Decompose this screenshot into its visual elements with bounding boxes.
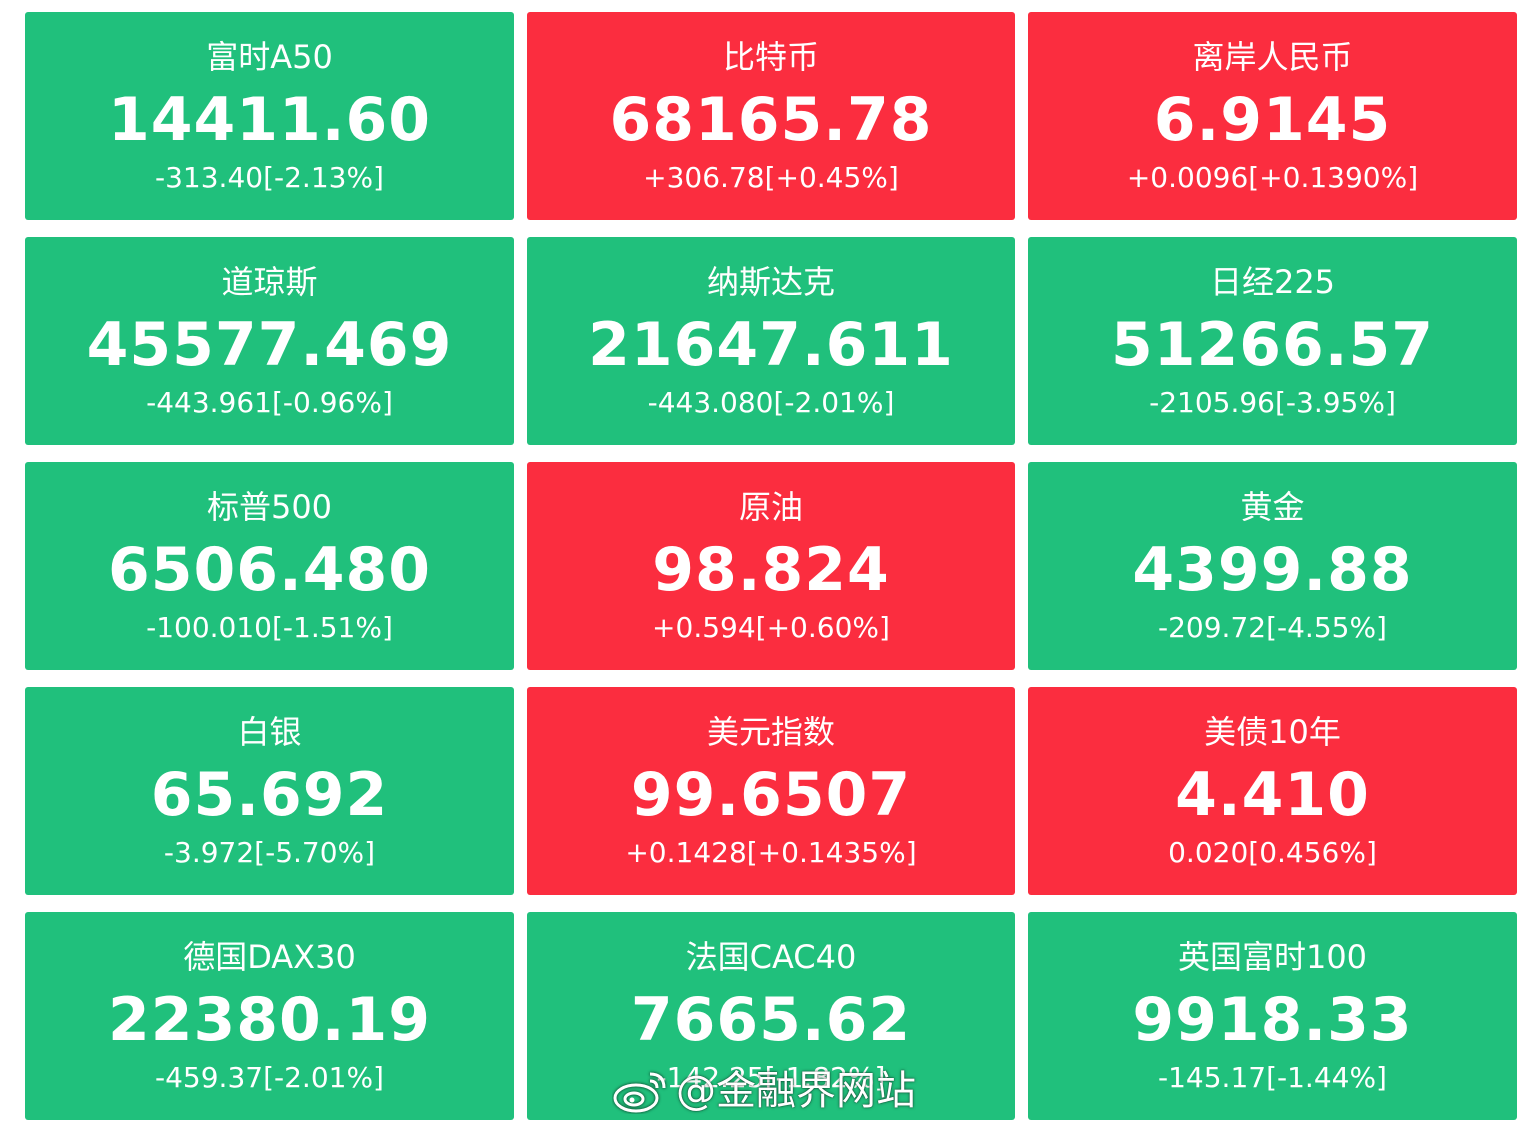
quote-name: 道琼斯 bbox=[221, 263, 318, 301]
quote-price: 6.9145 bbox=[1153, 85, 1392, 155]
quote-tile-offshore-cny[interactable]: 离岸人民币 6.9145 +0.0096[+0.1390%] bbox=[1028, 12, 1517, 220]
quote-name: 法国CAC40 bbox=[685, 938, 857, 976]
quote-name: 美元指数 bbox=[706, 713, 835, 751]
quote-name: 白银 bbox=[237, 713, 302, 751]
quote-change: -313.40[-2.13%] bbox=[155, 161, 384, 194]
quote-change: +306.78[+0.45%] bbox=[643, 161, 899, 194]
quote-price: 21647.611 bbox=[588, 310, 954, 380]
quote-tile-silver[interactable]: 白银 65.692 -3.972[-5.70%] bbox=[25, 687, 514, 895]
quote-tile-ftse-100[interactable]: 英国富时100 9918.33 -145.17[-1.44%] bbox=[1028, 912, 1517, 1120]
quote-tile-bitcoin[interactable]: 比特币 68165.78 +306.78[+0.45%] bbox=[527, 12, 1015, 220]
quote-tile-nikkei-225[interactable]: 日经225 51266.57 -2105.96[-3.95%] bbox=[1028, 237, 1517, 445]
watermark: @金融界网站 bbox=[612, 1063, 916, 1119]
watermark-text: @金融界网站 bbox=[676, 1068, 916, 1114]
quote-change: -3.972[-5.70%] bbox=[163, 836, 376, 869]
quote-price: 4.410 bbox=[1175, 760, 1370, 830]
quote-tile-dax30[interactable]: 德国DAX30 22380.19 -459.37[-2.01%] bbox=[25, 912, 514, 1120]
quote-change: -142.25[-1.82%] bbox=[656, 1061, 886, 1094]
quote-name: 比特币 bbox=[722, 38, 819, 76]
market-quotes-grid: 富时A50 14411.60 -313.40[-2.13%] 比特币 68165… bbox=[25, 12, 1517, 1120]
quote-tile-sp500[interactable]: 标普500 6506.480 -100.010[-1.51%] bbox=[25, 462, 514, 670]
quote-name: 富时A50 bbox=[206, 38, 333, 76]
quote-change: +0.1428[+0.1435%] bbox=[625, 836, 917, 869]
quote-name: 德国DAX30 bbox=[183, 938, 356, 976]
quote-tile-us-10y-treasury[interactable]: 美债10年 4.410 0.020[0.456%] bbox=[1028, 687, 1517, 895]
quote-name: 原油 bbox=[738, 488, 803, 526]
quote-name: 黄金 bbox=[1240, 488, 1305, 526]
quote-price: 68165.78 bbox=[609, 85, 933, 155]
quote-price: 4399.88 bbox=[1132, 535, 1413, 605]
quote-price: 6506.480 bbox=[107, 535, 432, 605]
quote-tile-dollar-index[interactable]: 美元指数 99.6507 +0.1428[+0.1435%] bbox=[527, 687, 1015, 895]
quote-tile-crude-oil[interactable]: 原油 98.824 +0.594[+0.60%] bbox=[527, 462, 1015, 670]
quote-price: 45577.469 bbox=[86, 310, 453, 380]
quote-name: 日经225 bbox=[1209, 263, 1336, 301]
quote-name: 美债10年 bbox=[1204, 713, 1341, 751]
quote-name: 离岸人民币 bbox=[1192, 38, 1353, 76]
quote-tile-gold[interactable]: 黄金 4399.88 -209.72[-4.55%] bbox=[1028, 462, 1517, 670]
quote-change: -459.37[-2.01%] bbox=[155, 1061, 384, 1094]
quote-change: -2105.96[-3.95%] bbox=[1149, 386, 1396, 419]
quote-change: +0.0096[+0.1390%] bbox=[1126, 161, 1419, 194]
quote-tile-cac40[interactable]: 法国CAC40 7665.62 -142.25[-1.82%] bbox=[527, 912, 1015, 1120]
quote-price: 7665.62 bbox=[630, 985, 912, 1055]
quote-tile-dow-jones[interactable]: 道琼斯 45577.469 -443.961[-0.96%] bbox=[25, 237, 514, 445]
quote-price: 51266.57 bbox=[1110, 310, 1435, 380]
weibo-icon bbox=[612, 1068, 670, 1114]
quote-name: 英国富时100 bbox=[1177, 938, 1368, 976]
quote-change: 0.020[0.456%] bbox=[1168, 836, 1377, 869]
quote-price: 22380.19 bbox=[107, 985, 432, 1055]
quote-price: 65.692 bbox=[150, 760, 389, 830]
quote-price: 98.824 bbox=[652, 535, 890, 605]
quote-change: -145.17[-1.44%] bbox=[1158, 1061, 1387, 1094]
quote-change: -443.080[-2.01%] bbox=[647, 386, 895, 419]
quote-price: 99.6507 bbox=[630, 760, 912, 830]
quote-change: -209.72[-4.55%] bbox=[1158, 611, 1387, 644]
quote-name: 标普500 bbox=[206, 488, 333, 526]
quote-price: 9918.33 bbox=[1132, 985, 1413, 1055]
quote-tile-ftse-a50[interactable]: 富时A50 14411.60 -313.40[-2.13%] bbox=[25, 12, 514, 220]
quote-change: +0.594[+0.60%] bbox=[652, 611, 890, 644]
quote-tile-nasdaq[interactable]: 纳斯达克 21647.611 -443.080[-2.01%] bbox=[527, 237, 1015, 445]
quote-name: 纳斯达克 bbox=[706, 263, 835, 301]
quote-change: -443.961[-0.96%] bbox=[146, 386, 393, 419]
quote-change: -100.010[-1.51%] bbox=[146, 611, 393, 644]
quote-price: 14411.60 bbox=[107, 85, 432, 155]
